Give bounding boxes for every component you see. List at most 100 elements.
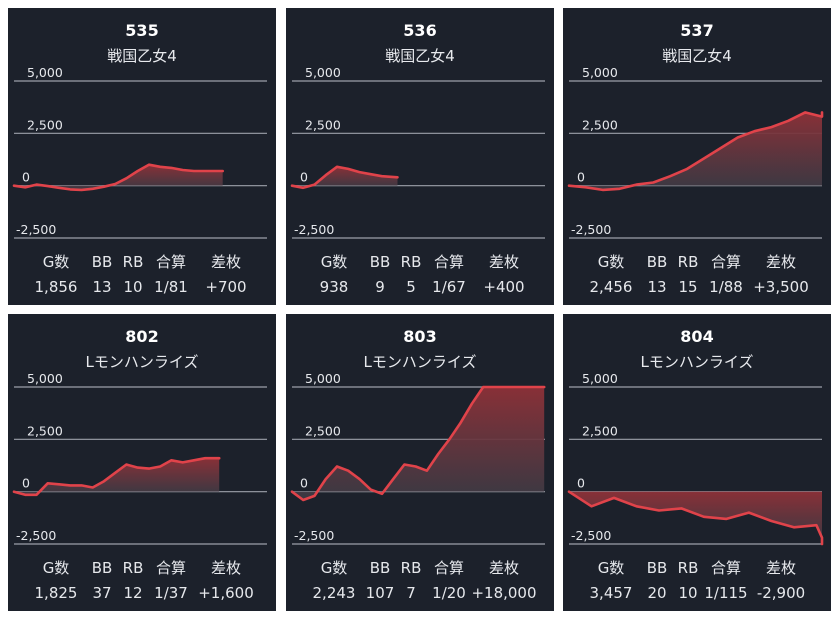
header-ratio: 合算 (433, 559, 464, 577)
value-bb: 13 (647, 278, 667, 296)
stats-value-row: 2,243 107 7 1/20 +18,000 (286, 584, 554, 602)
slump-area (292, 387, 545, 500)
header-diff: 差枚 (210, 253, 241, 271)
slump-chart: 5,000 2,500 0 -2,500 (567, 65, 824, 239)
machine-model: Lモンハンライズ (640, 353, 754, 371)
y-tick-label: 0 (577, 476, 585, 491)
header-g: G数 (320, 559, 348, 577)
header-ratio: 合算 (710, 253, 741, 271)
machine-card[interactable]: 535 戦国乙女4 5,000 2,500 0 -2,500 G数 BB RB 合算 差枚 1… (8, 8, 276, 305)
header-bb: BB (91, 253, 113, 271)
slump-line (12, 456, 221, 497)
machine-card[interactable]: 804 Lモンハンライズ 5,000 2,500 0 -2,500 G数 BB RB 合算 差… (563, 314, 831, 611)
value-g: 3,457 (589, 584, 633, 602)
y-tick-label: -2,500 (16, 528, 56, 543)
machine-model: Lモンハンライズ (85, 353, 199, 371)
header-bb: BB (646, 559, 668, 577)
stats-value-row: 1,825 37 12 1/37 +1,600 (8, 584, 276, 602)
machine-card[interactable]: 536 戦国乙女4 5,000 2,500 0 -2,500 G数 BB RB 合算 差枚 9… (286, 8, 554, 305)
y-tick-label: 5,000 (27, 371, 63, 386)
machine-card[interactable]: 803 Lモンハンライズ 5,000 2,500 0 -2,500 G数 BB RB 合算 差… (286, 314, 554, 611)
stats-header-row: G数 BB RB 合算 差枚 (8, 251, 276, 272)
slump-area (14, 164, 223, 190)
value-diff: +400 (483, 278, 525, 296)
value-diff: +3,500 (753, 278, 809, 296)
y-tick-label: 0 (300, 476, 308, 491)
machine-card[interactable]: 537 戦国乙女4 5,000 2,500 0 -2,500 G数 BB RB 合算 差枚 2… (563, 8, 831, 305)
slump-area (569, 112, 822, 190)
header-ratio: 合算 (155, 559, 186, 577)
header-g: G数 (42, 559, 70, 577)
header-diff: 差枚 (765, 253, 796, 271)
value-rb: 5 (406, 278, 416, 296)
slump-chart: 5,000 2,500 0 -2,500 (12, 65, 267, 239)
y-tick-label: 0 (22, 476, 30, 491)
value-ratio: 1/115 (704, 584, 748, 602)
header-ratio: 合算 (155, 253, 186, 271)
y-tick-label: -2,500 (16, 222, 56, 237)
value-g: 2,243 (312, 584, 356, 602)
header-diff: 差枚 (488, 559, 519, 577)
machine-model: 戦国乙女4 (385, 47, 455, 65)
y-tick-label: 5,000 (305, 65, 341, 80)
header-rb: RB (400, 559, 422, 577)
value-ratio: 1/20 (432, 584, 466, 602)
value-diff: +18,000 (471, 584, 537, 602)
y-tick-label: 5,000 (582, 65, 618, 80)
machine-model: 戦国乙女4 (107, 47, 177, 65)
machine-model: Lモンハンライズ (363, 353, 477, 371)
header-rb: RB (677, 559, 699, 577)
slump-line (567, 490, 824, 546)
slump-chart: 5,000 2,500 0 -2,500 (567, 371, 824, 546)
machine-number: 536 (403, 21, 437, 40)
header-diff: 差枚 (488, 253, 519, 271)
y-tick-label: 2,500 (27, 117, 63, 132)
header-ratio: 合算 (433, 253, 464, 271)
machine-number: 803 (403, 327, 437, 346)
header-diff: 差枚 (210, 559, 241, 577)
header-bb: BB (369, 253, 391, 271)
value-rb: 12 (123, 584, 143, 602)
header-rb: RB (400, 253, 422, 271)
header-g: G数 (42, 253, 70, 271)
header-rb: RB (122, 559, 144, 577)
y-tick-label: 0 (577, 170, 585, 185)
y-tick-label: 5,000 (305, 371, 341, 386)
value-bb: 37 (92, 584, 112, 602)
header-ratio: 合算 (710, 559, 741, 577)
y-tick-label: 2,500 (305, 423, 341, 438)
value-bb: 20 (647, 584, 667, 602)
slump-chart: 5,000 2,500 0 -2,500 (290, 371, 546, 545)
header-g: G数 (597, 559, 625, 577)
stats-header-row: G数 BB RB 合算 差枚 (286, 251, 554, 272)
y-tick-label: -2,500 (294, 528, 334, 543)
slump-chart: 5,000 2,500 0 -2,500 (290, 65, 545, 239)
header-bb: BB (369, 559, 391, 577)
machine-card[interactable]: 802 Lモンハンライズ 5,000 2,500 0 -2,500 G数 BB RB 合算 差… (8, 314, 276, 611)
value-g: 2,456 (589, 278, 633, 296)
value-g: 1,856 (34, 278, 78, 296)
y-tick-label: 2,500 (27, 423, 63, 438)
header-rb: RB (122, 253, 144, 271)
value-diff: +700 (205, 278, 247, 296)
y-tick-label: -2,500 (294, 222, 334, 237)
value-rb: 15 (678, 278, 698, 296)
y-tick-label: -2,500 (571, 222, 611, 237)
header-bb: BB (91, 559, 113, 577)
header-g: G数 (320, 253, 348, 271)
value-rb: 7 (406, 584, 416, 602)
y-tick-label: 2,500 (582, 117, 618, 132)
slump-line (12, 163, 224, 192)
value-diff: -2,900 (756, 584, 806, 602)
machine-number: 802 (125, 327, 159, 346)
stats-value-row: 3,457 20 10 1/115 -2,900 (563, 584, 831, 602)
value-ratio: 1/81 (154, 278, 188, 296)
value-g: 938 (319, 278, 349, 296)
value-diff: +1,600 (198, 584, 254, 602)
value-bb: 13 (92, 278, 112, 296)
stats-header-row: G数 BB RB 合算 差枚 (8, 557, 276, 578)
y-tick-label: 0 (300, 170, 308, 185)
header-bb: BB (646, 253, 668, 271)
stats-value-row: 1,856 13 10 1/81 +700 (8, 278, 276, 296)
